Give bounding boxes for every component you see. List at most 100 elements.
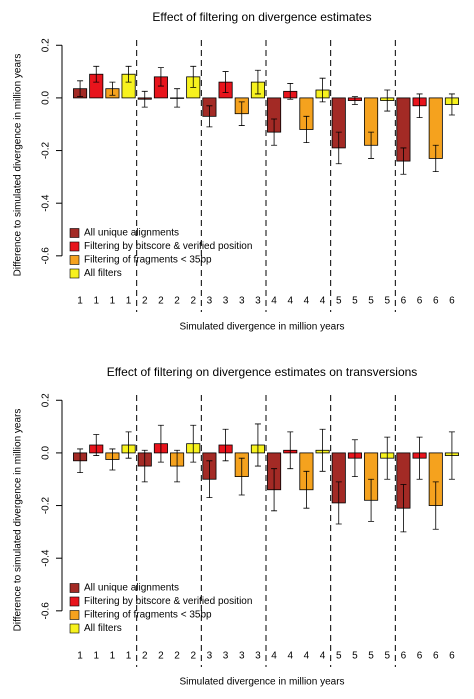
- error-bar: [157, 424, 164, 463]
- error-bar: [206, 460, 213, 499]
- error-bar: [335, 131, 342, 165]
- y-tick-label: -0.2: [41, 141, 52, 159]
- error-bar: [93, 434, 100, 456]
- x-tick-label: 6: [417, 651, 423, 662]
- y-tick-label: -0.4: [41, 549, 52, 567]
- x-tick-label: 1: [93, 296, 99, 307]
- error-bar: [206, 105, 213, 128]
- error-bar: [125, 431, 132, 459]
- x-tick-label: 6: [401, 651, 407, 662]
- y-tick-label: 0.2: [41, 393, 52, 407]
- legend-label: Filtering of fragments < 35bp: [84, 255, 212, 266]
- error-bar: [368, 478, 375, 522]
- error-bar: [319, 77, 326, 103]
- x-tick-label: 4: [304, 651, 310, 662]
- legend-swatch: [69, 623, 80, 634]
- x-tick-label: 2: [142, 296, 148, 307]
- x-tick-label: 5: [384, 651, 390, 662]
- x-tick-label: 2: [190, 651, 196, 662]
- error-bar: [174, 88, 181, 108]
- error-bar: [400, 484, 407, 533]
- x-tick-label: 3: [207, 296, 213, 307]
- error-bar: [93, 65, 100, 83]
- legend-label: Filtering of fragments < 35bp: [84, 610, 212, 621]
- x-tick-label: 2: [158, 651, 164, 662]
- error-bar: [319, 428, 326, 472]
- legend-swatch: [69, 583, 80, 593]
- error-bar: [432, 144, 439, 173]
- x-tick-label: 1: [110, 296, 116, 307]
- legend-label: All unique alignments: [84, 228, 179, 239]
- x-tick-label: 5: [384, 296, 390, 307]
- x-tick-label: 4: [271, 651, 277, 662]
- x-tick-label: 6: [417, 296, 423, 307]
- legend-swatch: [69, 255, 80, 265]
- error-bar: [141, 90, 148, 108]
- error-bar: [141, 449, 148, 483]
- error-bar: [271, 468, 278, 512]
- x-tick-label: 3: [239, 651, 245, 662]
- x-tick-label: 2: [174, 296, 180, 307]
- error-bar: [448, 93, 455, 116]
- x-tick-label: 1: [126, 296, 132, 307]
- x-tick-label: 3: [255, 296, 261, 307]
- x-tick-label: 2: [190, 296, 196, 307]
- x-tick-label: 5: [336, 651, 342, 662]
- x-tick-label: 3: [223, 296, 229, 307]
- x-tick-label: 6: [449, 651, 455, 662]
- error-bar: [351, 439, 358, 477]
- x-tick-label: 4: [320, 296, 326, 307]
- x-tick-label: 6: [433, 651, 439, 662]
- error-bar: [351, 96, 358, 105]
- x-tick-label: 6: [401, 296, 407, 307]
- x-tick-label: 5: [368, 651, 374, 662]
- x-tick-label: 6: [449, 296, 455, 307]
- x-tick-label: 3: [223, 651, 229, 662]
- error-bar: [416, 93, 423, 119]
- y-tick-label: -0.2: [41, 496, 52, 514]
- error-bar: [125, 65, 132, 83]
- error-bar: [368, 131, 375, 159]
- error-bar: [238, 457, 245, 496]
- x-tick-label: 6: [433, 296, 439, 307]
- x-tick-label: 1: [126, 651, 132, 662]
- error-bar: [77, 448, 84, 474]
- error-bar: [384, 89, 391, 112]
- legend-swatch: [69, 241, 80, 252]
- error-bar: [271, 118, 278, 146]
- legend-swatch: [69, 228, 80, 238]
- y-axis-label: Difference to simulated divergence in mi…: [13, 54, 24, 277]
- error-bar: [400, 147, 407, 175]
- error-bar: [238, 101, 245, 126]
- legend-label: Filtering by bitscore & verified positio…: [84, 241, 252, 252]
- x-tick-label: 4: [271, 296, 277, 307]
- y-tick-label: -0.4: [41, 194, 52, 212]
- error-bar: [254, 423, 261, 467]
- x-tick-label: 4: [304, 296, 310, 307]
- x-tick-label: 1: [77, 296, 83, 307]
- legend-swatch: [69, 596, 80, 607]
- x-tick-label: 1: [110, 651, 116, 662]
- error-bar: [384, 436, 391, 480]
- error-bar: [77, 80, 84, 97]
- error-bar: [303, 115, 310, 144]
- error-bar: [303, 470, 310, 509]
- legend-label: Filtering by bitscore & verified positio…: [84, 596, 252, 607]
- y-tick-label: -0.6: [41, 247, 52, 265]
- error-bar: [190, 65, 197, 88]
- error-bar: [222, 71, 229, 94]
- chart-title: Effect of filtering on divergence estima…: [152, 10, 371, 24]
- legend-swatch: [69, 610, 80, 620]
- error-bar: [416, 436, 423, 480]
- x-tick-label: 3: [239, 296, 245, 307]
- x-tick-label: 5: [352, 296, 358, 307]
- error-bar: [190, 424, 197, 463]
- y-tick-label: -0.6: [41, 602, 52, 620]
- y-tick-label: 0.0: [41, 446, 52, 460]
- error-bar: [287, 431, 294, 470]
- x-tick-label: 4: [320, 651, 326, 662]
- x-axis-label: Simulated divergence in million years: [179, 322, 344, 333]
- x-tick-label: 4: [287, 651, 293, 662]
- x-tick-label: 2: [142, 651, 148, 662]
